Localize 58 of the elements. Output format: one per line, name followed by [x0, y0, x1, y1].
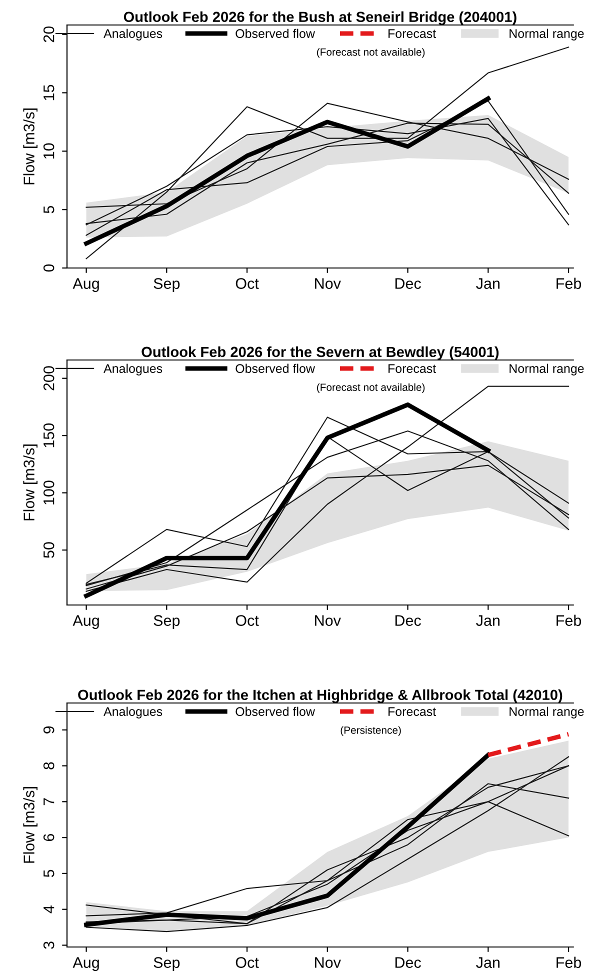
y-tick-label: 15	[44, 84, 54, 100]
y-tick-label: 50	[43, 542, 54, 558]
x-tick-label: Dec	[395, 957, 421, 968]
legend-label: Observed flow	[236, 364, 316, 373]
legend-label: Forecast	[388, 364, 436, 373]
x-tick-label: Aug	[72, 278, 99, 292]
y-tick-label: 10	[43, 143, 54, 159]
annotation: (Forecast not available)	[317, 383, 425, 394]
y-tick-label: 3	[43, 942, 54, 949]
y-tick-label: 9	[43, 726, 54, 734]
y-axis-title: Flow [m3/s]	[23, 787, 38, 863]
y-tick-label: 6	[43, 834, 54, 842]
legend-label: Normal range	[510, 28, 584, 40]
chart-title: Outlook Feb 2026 for the Bush at Seneirl Bridge (204001)	[124, 11, 516, 25]
y-tick-label: 200	[43, 366, 54, 390]
y-axis-title: Flow [m3/s]	[23, 108, 38, 184]
x-tick-label: Nov	[315, 615, 341, 626]
x-tick-label: Aug	[72, 957, 99, 971]
x-tick-label: Feb	[556, 956, 582, 968]
x-tick-label: Oct	[236, 278, 259, 289]
y-tick-label: 5	[44, 870, 54, 878]
x-tick-label: Dec	[395, 615, 421, 626]
annotation: (Forecast not available)	[317, 48, 425, 58]
y-tick-label: 7	[44, 798, 54, 806]
y-tick-label: 0	[43, 264, 54, 272]
x-tick-label: Sep	[154, 278, 180, 292]
y-tick-label: 100	[43, 480, 54, 504]
y-axis-title: Flow [m3/s]	[23, 444, 38, 520]
x-tick-label: Dec	[395, 278, 421, 289]
x-tick-label: Feb	[556, 278, 582, 289]
legend-label: Forecast	[388, 707, 436, 716]
x-tick-label: Nov	[315, 278, 341, 289]
legend-label: Forecast	[388, 29, 436, 38]
y-tick-label: 4	[44, 906, 54, 914]
x-tick-label: Sep	[154, 957, 180, 971]
legend-label: Normal range	[510, 706, 584, 718]
x-tick-label: Oct	[236, 615, 259, 626]
x-tick-label: Jan	[476, 278, 500, 289]
x-tick-label: Jan	[476, 957, 500, 968]
chart-title: Outlook Feb 2026 for the Severn at Bewdley (54001)	[142, 346, 499, 360]
x-tick-label: Oct	[236, 957, 259, 968]
x-tick-label: Sep	[154, 615, 180, 629]
x-tick-label: Jan	[476, 615, 500, 626]
annotation: (Persistence)	[340, 726, 401, 736]
x-tick-label: Feb	[556, 614, 582, 626]
chart-title: Outlook Feb 2026 for the Itchen at Highbridge & Allbrook Total (42010)	[78, 689, 562, 703]
legend-label: Observed flow	[236, 28, 316, 38]
x-tick-label: Nov	[315, 957, 341, 968]
legend-label: Normal range	[510, 364, 584, 376]
y-tick-label: 8	[43, 762, 54, 770]
y-tick-label: 20	[43, 26, 54, 42]
legend-label: Analogues	[104, 364, 162, 376]
x-tick-label: Aug	[72, 615, 99, 629]
legend-label: Analogues	[104, 706, 162, 718]
legend-label: Observed flow	[236, 706, 316, 716]
y-tick-label: 150	[43, 423, 54, 448]
legend-label: Analogues	[104, 28, 162, 40]
y-tick-label: 5	[44, 206, 54, 214]
